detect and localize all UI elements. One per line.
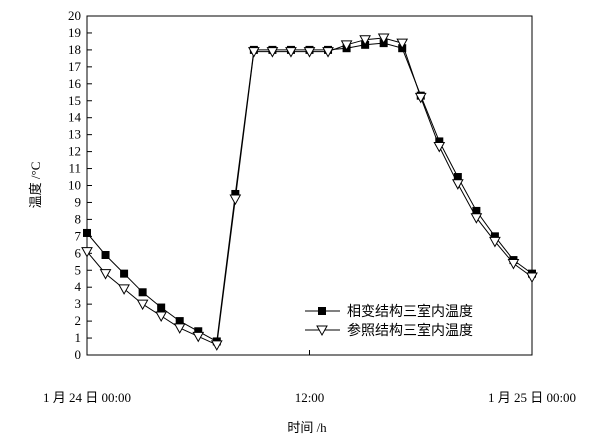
series-2-point [155, 311, 168, 323]
series-2-point [414, 92, 427, 104]
series-1 [83, 39, 536, 346]
y-tick-label: 17 [68, 59, 82, 74]
y-axis-label: 温度 /°C [28, 162, 43, 209]
y-tick-label: 10 [68, 178, 81, 193]
y-tick-label: 20 [68, 8, 81, 23]
y-tick-label: 4 [75, 279, 82, 294]
series-2-point [489, 236, 501, 248]
legend-marker [318, 307, 326, 315]
series-2-point [136, 299, 149, 311]
series-2-point [507, 258, 520, 270]
legend-label: 相变结构三室内温度 [347, 303, 473, 320]
series-2-point [470, 213, 483, 224]
y-tick-label: 19 [68, 25, 81, 40]
series-2-point [248, 47, 260, 58]
x-axis: 1 月 24 日 00:00 12:00 1 月 25 日 00:00 [43, 350, 576, 405]
series-1-line [86, 42, 533, 343]
series-1-point [101, 250, 110, 259]
series-2 [81, 33, 538, 351]
y-tick-label: 9 [75, 194, 82, 209]
series-2-point [377, 33, 390, 45]
y-tick-label: 3 [75, 296, 82, 311]
y-tick-label: 12 [68, 144, 81, 159]
y-tick-label: 11 [68, 161, 81, 176]
series-layer [81, 33, 538, 351]
series-2-point [451, 179, 464, 190]
series-1-point [83, 228, 91, 237]
y-tick-label: 7 [75, 228, 82, 243]
y-tick-label: 2 [75, 313, 82, 328]
x-axis-label: 时间 /h [287, 420, 327, 435]
series-1-point [157, 303, 166, 312]
series-2-point [266, 47, 279, 58]
series-2-point [285, 47, 297, 58]
x-tick-label: 12:00 [295, 390, 325, 405]
y-tick-label: 13 [68, 127, 81, 142]
series-2-point [433, 142, 446, 153]
series-2-point [340, 40, 353, 51]
series-2-point [303, 47, 316, 58]
series-2-point [229, 194, 242, 206]
y-tick-label: 15 [68, 93, 81, 108]
series-2-point [322, 47, 334, 58]
series-2-point [210, 340, 223, 351]
series-2-point [118, 284, 130, 295]
series-2-point [99, 269, 112, 280]
y-tick-label: 8 [75, 211, 82, 226]
y-tick-label: 0 [75, 347, 82, 362]
series-2-point [81, 247, 93, 258]
x-tick-label: 1 月 25 日 00:00 [488, 390, 576, 405]
y-tick-label: 6 [75, 245, 82, 260]
series-2-point [526, 272, 538, 284]
x-tick-label: 1 月 24 日 00:00 [43, 390, 131, 405]
series-1-point [120, 269, 129, 278]
y-tick-label: 14 [68, 110, 82, 125]
y-tick-label: 5 [75, 262, 82, 277]
legend-marker [316, 325, 328, 337]
y-tick-label: 1 [75, 330, 82, 345]
legend-label: 参照结构三室内温度 [347, 322, 473, 339]
y-tick-label: 18 [68, 42, 81, 57]
series-2-point [192, 331, 205, 343]
y-tick-label: 16 [68, 76, 82, 91]
series-2-point [173, 323, 186, 334]
series-2-point [396, 38, 409, 50]
series-1-point [138, 288, 147, 297]
series-2-point [359, 35, 371, 46]
